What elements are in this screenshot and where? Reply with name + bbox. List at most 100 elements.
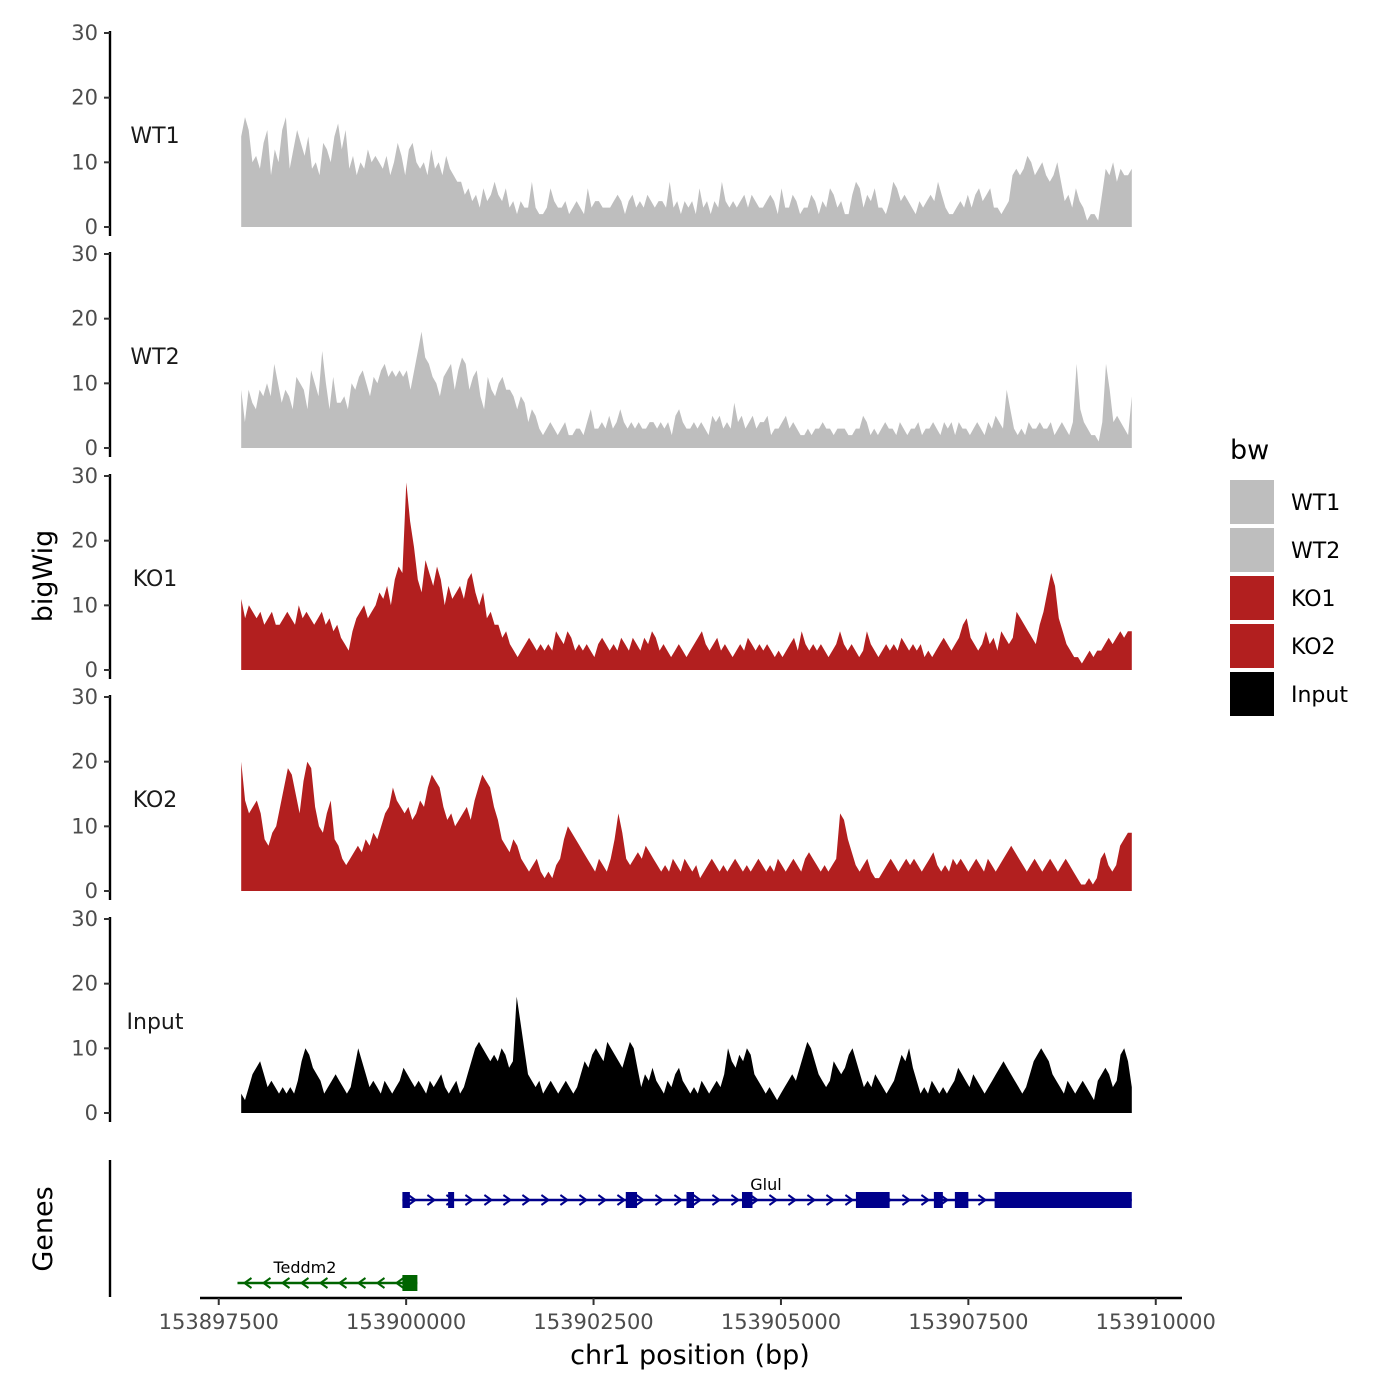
exon <box>402 1192 410 1208</box>
track-label-wt1: WT1 <box>130 124 179 149</box>
strand-arrow <box>261 1277 272 1289</box>
y-tick-label: 0 <box>85 658 98 682</box>
strand-arrow <box>299 1277 310 1289</box>
strand-arrow <box>394 1277 405 1289</box>
strand-arrow <box>977 1194 988 1206</box>
legend-item-ko1: KO1 <box>1230 576 1336 620</box>
strand-arrow <box>806 1194 817 1206</box>
y-tick-label: 20 <box>71 750 98 774</box>
strand-arrow <box>616 1194 627 1206</box>
y-tick-label: 10 <box>71 150 98 174</box>
legend-item-input: Input <box>1230 672 1348 716</box>
x-axis-title: chr1 position (bp) <box>570 1340 810 1371</box>
legend-label: WT1 <box>1291 491 1340 516</box>
strand-arrow <box>730 1194 741 1206</box>
legend-label: WT2 <box>1291 539 1340 564</box>
gene-label-glul: Glul <box>750 1175 781 1194</box>
legend-swatch <box>1230 576 1274 620</box>
y-tick-label: 20 <box>71 307 98 331</box>
legend-swatch <box>1230 672 1274 716</box>
strand-arrow <box>318 1277 329 1289</box>
strand-arrow <box>375 1277 386 1289</box>
legend-item-wt2: WT2 <box>1230 528 1340 572</box>
strand-arrow <box>407 1194 418 1206</box>
y-tick-label: 30 <box>71 242 98 266</box>
strand-arrow <box>426 1194 437 1206</box>
y-tick-label: 30 <box>71 464 98 488</box>
gene-label-teddm2: Teddm2 <box>272 1258 336 1277</box>
y-tick-label: 20 <box>71 972 98 996</box>
legend-swatch <box>1230 624 1274 668</box>
strand-arrow <box>692 1194 703 1206</box>
y-tick-label: 30 <box>71 907 98 931</box>
strand-arrow <box>654 1194 665 1206</box>
x-axis: 153897500 153900000 153902500 153905000 1539… <box>159 1296 1216 1334</box>
x-tick-label: 153897500 <box>159 1310 279 1334</box>
strand-arrow <box>578 1194 589 1206</box>
strand-arrow <box>356 1277 367 1289</box>
legend-label: KO1 <box>1291 587 1336 612</box>
exon <box>994 1192 1132 1208</box>
strand-arrow <box>559 1194 570 1206</box>
x-tick-label: 153907500 <box>908 1310 1028 1334</box>
x-tick-label: 153905000 <box>721 1310 841 1334</box>
y-tick-label: 30 <box>71 21 98 45</box>
genes-axis-title: Genes <box>28 1186 59 1271</box>
strand-arrow <box>901 1194 912 1206</box>
strand-arrow <box>711 1194 722 1206</box>
y-tick-label: 20 <box>71 86 98 110</box>
x-tick-label: 153900000 <box>346 1310 466 1334</box>
strand-arrow <box>673 1194 684 1206</box>
track-wt2: 0 10 20 30 WT2 <box>71 242 1132 460</box>
track-ko1: 0 10 20 30 KO1 <box>71 464 1132 682</box>
y-tick-label: 30 <box>71 685 98 709</box>
strand-arrow <box>635 1194 646 1206</box>
area-wt2 <box>241 331 1132 448</box>
track-wt1: 0 10 20 30 WT1 <box>71 21 1132 239</box>
exon <box>402 1275 418 1291</box>
legend-item-ko2: KO2 <box>1230 624 1336 668</box>
gene-teddm2: Teddm2 <box>237 1258 418 1291</box>
track-ko2: 0 10 20 30 KO2 <box>71 685 1132 903</box>
y-tick-label: 0 <box>85 1101 98 1125</box>
legend-swatch <box>1230 528 1274 572</box>
y-tick-label: 10 <box>71 593 98 617</box>
strand-arrow <box>502 1194 513 1206</box>
strand-arrow <box>920 1194 931 1206</box>
y-tick-label: 10 <box>71 1036 98 1060</box>
exon <box>741 1192 753 1208</box>
track-input: 0 10 20 30 Input <box>71 907 1132 1125</box>
track-label-ko2: KO2 <box>133 788 178 813</box>
strand-arrow <box>768 1194 779 1206</box>
y-tick-label: 10 <box>71 371 98 395</box>
legend: bw WT1 WT2 KO1 KO2 Input <box>1230 435 1348 716</box>
exon <box>686 1192 694 1208</box>
strand-arrow <box>844 1194 855 1206</box>
track-label-wt2: WT2 <box>130 345 179 370</box>
strand-arrow <box>787 1194 798 1206</box>
strand-arrow <box>483 1194 494 1206</box>
legend-title: bw <box>1230 435 1269 466</box>
strand-arrow <box>825 1194 836 1206</box>
strand-arrow <box>242 1277 253 1289</box>
legend-label: KO2 <box>1291 635 1336 660</box>
track-label-ko1: KO1 <box>133 567 178 592</box>
area-input <box>241 996 1132 1113</box>
exon <box>448 1192 455 1208</box>
area-ko2 <box>241 761 1132 891</box>
strand-arrow <box>749 1194 760 1206</box>
gene-glul: Glul <box>402 1175 1132 1208</box>
legend-swatch <box>1230 480 1274 524</box>
exon <box>954 1192 969 1208</box>
exon <box>855 1192 890 1208</box>
y-tick-label: 0 <box>85 436 98 460</box>
exon <box>625 1192 638 1208</box>
area-wt1 <box>241 117 1132 227</box>
exon <box>933 1192 943 1208</box>
strand-arrow <box>521 1194 532 1206</box>
legend-item-wt1: WT1 <box>1230 480 1340 524</box>
strand-arrow <box>337 1277 348 1289</box>
strand-arrow <box>597 1194 608 1206</box>
y-axis-title: bigWig <box>28 530 59 623</box>
